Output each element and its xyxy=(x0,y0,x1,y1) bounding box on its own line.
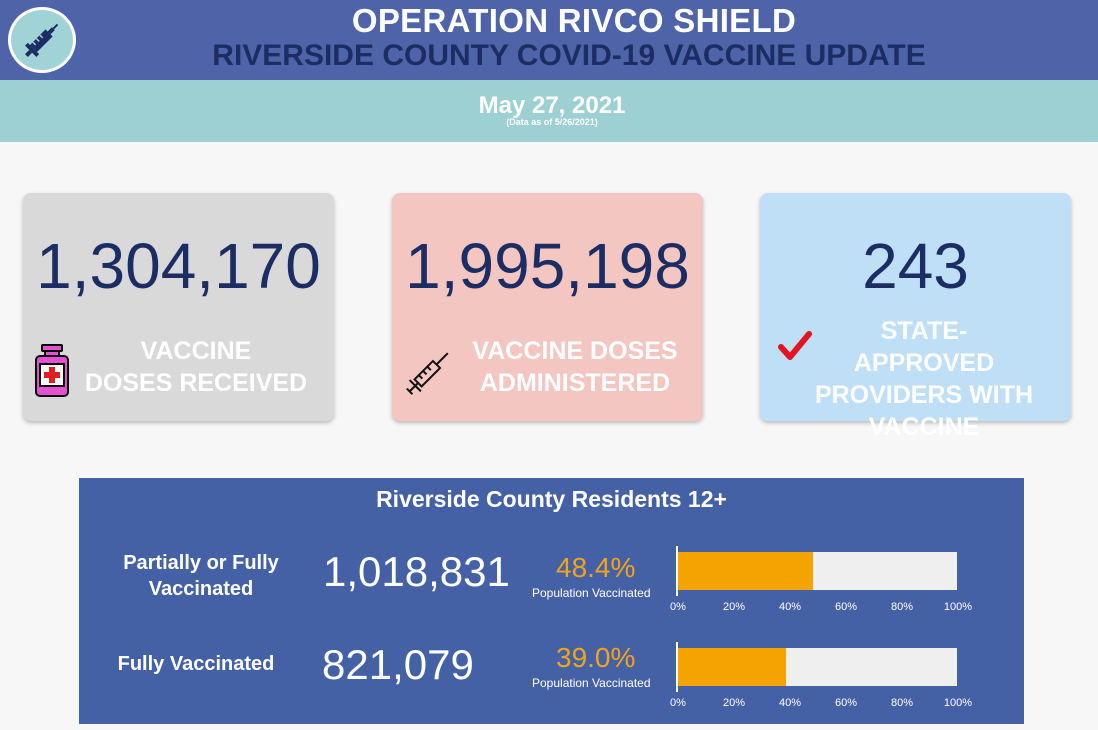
doses-administered-value: 1,995,198 xyxy=(405,230,690,302)
residents-panel: Riverside County Residents 12+ Partially… xyxy=(79,478,1024,724)
partially-vaccinated-percent-caption: Population Vaccinated xyxy=(532,586,651,600)
providers-card: 243 STATE-APPROVED PROVIDERS WITH VACCIN… xyxy=(760,193,1071,441)
axis-tick: 20% xyxy=(722,601,746,613)
fully-vaccinated-percent-caption: Population Vaccinated xyxy=(532,676,651,690)
doses-received-label-line1: VACCINE xyxy=(140,337,252,365)
syringe-icon xyxy=(400,345,456,406)
fully-vaccinated-bar-fill xyxy=(677,648,787,686)
fully-vaccinated-value: 821,079 xyxy=(322,641,474,688)
providers-label-line2: PROVIDERS WITH xyxy=(814,381,1034,409)
axis-tick: 0% xyxy=(670,601,686,613)
providers-label-line3: VACCINE xyxy=(868,413,980,441)
partially-vaccinated-bar xyxy=(677,552,957,590)
report-date: May 27, 2021 xyxy=(478,92,626,119)
providers-value: 243 xyxy=(862,230,969,302)
syringe-icon xyxy=(8,7,76,73)
partially-vaccinated-axis-ticks: 0% 20% 40% 60% 80% 100% xyxy=(670,601,998,615)
doses-received-card: 1,304,170 VACCINE DOSES RECEIVED xyxy=(23,193,334,421)
providers-label: STATE-APPROVED PROVIDERS WITH VACCINE xyxy=(812,315,1036,443)
doses-administered-label-line1: VACCINE DOSES xyxy=(472,337,678,365)
header-banner: OPERATION RIVCO SHIELD RIVERSIDE COUNTY … xyxy=(0,0,1098,80)
partially-vaccinated-value: 1,018,831 xyxy=(323,548,510,595)
fully-vaccinated-label: Fully Vaccinated xyxy=(109,651,283,677)
axis-tick: 100% xyxy=(943,601,973,613)
fully-vaccinated-axis-ticks: 0% 20% 40% 60% 80% 100% xyxy=(670,697,998,711)
fully-vaccinated-percent: 39.0% xyxy=(556,642,636,673)
axis-tick: 20% xyxy=(722,697,746,709)
fully-vaccinated-bar xyxy=(677,648,957,686)
doses-received-label-line2: DOSES RECEIVED xyxy=(84,369,308,397)
axis-tick: 40% xyxy=(778,601,802,613)
axis-tick: 100% xyxy=(943,697,973,709)
partially-vaccinated-axis-line xyxy=(676,546,678,596)
doses-received-value: 1,304,170 xyxy=(36,230,321,302)
residents-panel-title: Riverside County Residents 12+ xyxy=(376,486,727,512)
doses-received-label: VACCINE DOSES RECEIVED xyxy=(83,335,309,399)
partially-vaccinated-label: Partially or Fully Vaccinated xyxy=(109,550,293,602)
fully-vaccinated-label-line1: Fully Vaccinated xyxy=(117,653,275,675)
partially-vaccinated-percent: 48.4% xyxy=(556,552,636,583)
partially-vaccinated-label-line2: Vaccinated xyxy=(148,578,254,600)
data-as-of-note: (Data as of 5/26/2021) xyxy=(506,117,598,127)
doses-administered-label-line2: ADMINISTERED xyxy=(479,369,671,397)
date-band: May 27, 2021 (Data as of 5/26/2021) xyxy=(0,80,1098,142)
vaccine-vial-icon xyxy=(33,343,71,404)
doses-administered-card: 1,995,198 VACCINE DOSES ADMINISTERED xyxy=(392,193,703,421)
partially-vaccinated-bar-fill xyxy=(677,552,813,590)
axis-tick: 0% xyxy=(670,697,686,709)
axis-tick: 60% xyxy=(834,601,858,613)
axis-tick: 40% xyxy=(778,697,802,709)
checkmark-icon xyxy=(778,331,812,366)
axis-tick: 80% xyxy=(890,601,914,613)
doses-administered-label: VACCINE DOSES ADMINISTERED xyxy=(458,335,692,399)
axis-tick: 80% xyxy=(890,697,914,709)
page-title: OPERATION RIVCO SHIELD xyxy=(351,2,797,39)
fully-vaccinated-axis-line xyxy=(676,642,678,692)
partially-vaccinated-label-line1: Partially or Fully xyxy=(123,552,279,574)
providers-label-line1: STATE-APPROVED xyxy=(853,317,995,377)
axis-tick: 60% xyxy=(834,697,858,709)
page-subtitle: RIVERSIDE COUNTY COVID-19 VACCINE UPDATE xyxy=(212,39,926,72)
